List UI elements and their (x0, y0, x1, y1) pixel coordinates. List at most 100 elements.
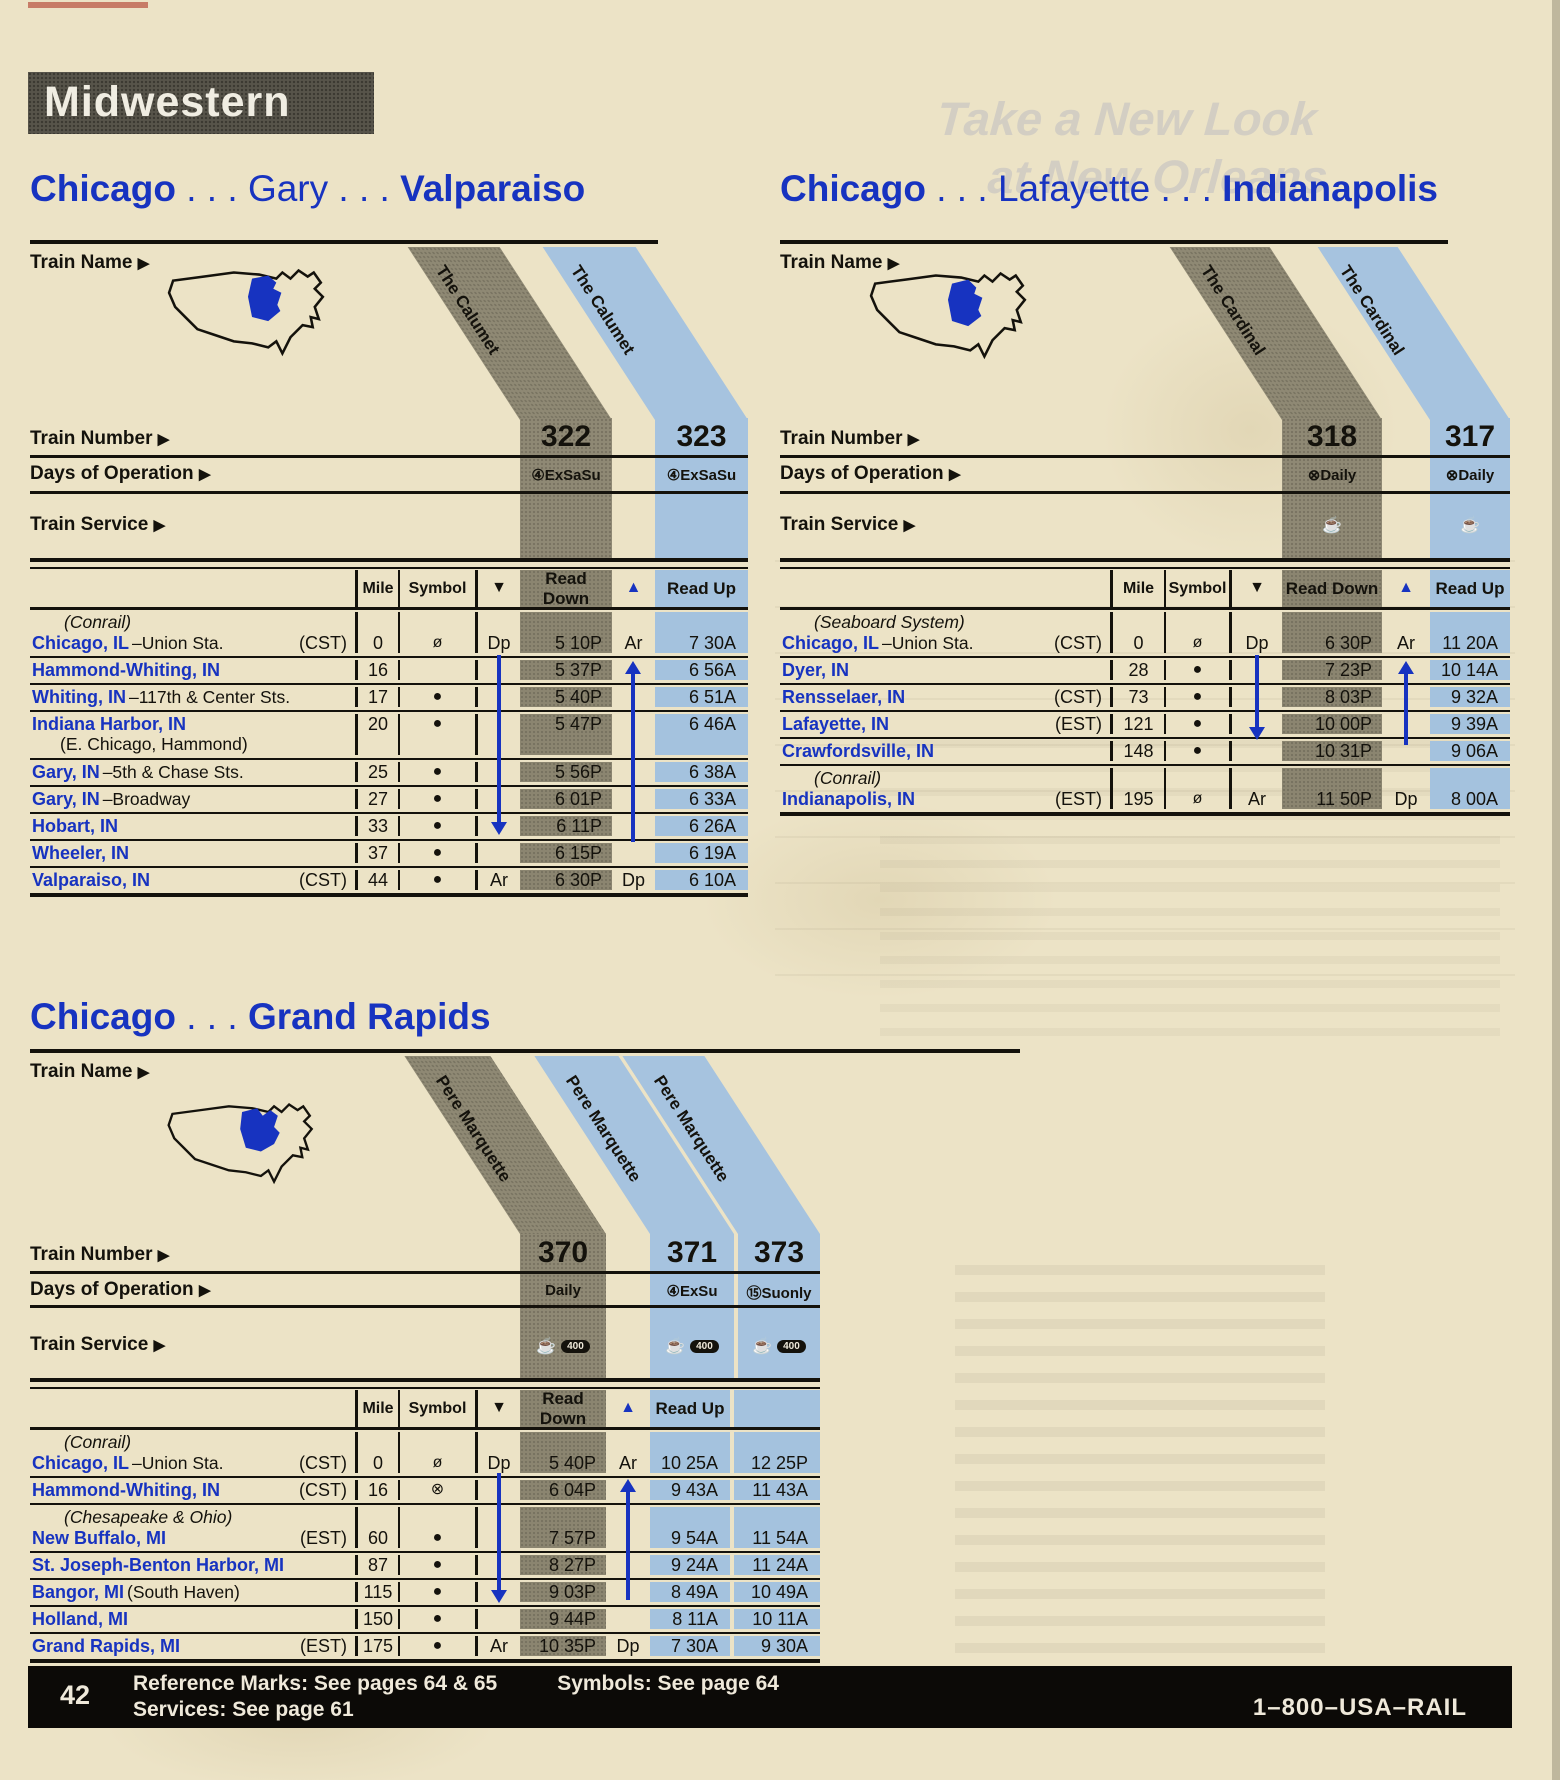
symbol-cell: ● (400, 1555, 478, 1575)
days-train-322: ④ExSaSu (531, 467, 601, 484)
timezone: (CST) (1054, 633, 1102, 653)
table-row: Whiting, IN –117th & Center Sts. 17 ● 5 … (30, 683, 748, 710)
train-name-label: Train Name ▶ (30, 1061, 150, 1082)
read-down-time: 6 15P (520, 843, 612, 863)
read-up-time: 9 54A (650, 1507, 734, 1548)
up-triangle-icon: ▲ (1398, 578, 1414, 596)
station-name: Hammond-Whiting, IN (32, 1480, 220, 1500)
mile-cell: 16 (355, 1480, 400, 1500)
read-down-time: 9 03P (520, 1582, 606, 1602)
symbol-cell: ● (400, 1636, 478, 1656)
read-down-time: 5 56P (520, 762, 612, 782)
symbol-header: Symbol (1166, 570, 1232, 607)
depart-marker-cell: Ar (490, 870, 508, 890)
train-column-band-blue (655, 418, 748, 558)
symbol-cell (400, 660, 478, 680)
read-down-header: Read Down (1282, 570, 1382, 607)
timezone: (CST) (299, 870, 347, 890)
down-triangle-icon: ▼ (491, 578, 507, 596)
route-title-indianapolis: Chicago . . . Lafayette . . . Indianapol… (780, 168, 1438, 210)
mile-cell: 16 (355, 660, 400, 680)
table-row: Valparaiso, IN (CST) 44 ● Ar 6 30P Dp 6 … (30, 866, 748, 893)
read-up-time: 9 24A (650, 1555, 734, 1575)
station-name: Gary, IN (32, 789, 100, 809)
symbol-cell: ● (1166, 741, 1232, 761)
read-down-time: 6 30P (1282, 612, 1382, 653)
train-service-label: Train Service ▶ (30, 1334, 166, 1355)
table-row: Bangor, MI (South Haven) 115 ● 9 03P 8 4… (30, 1578, 820, 1605)
read-up-time: 6 26A (655, 816, 748, 836)
mile-cell: 0 (1110, 612, 1166, 653)
up-triangle-icon: ▲ (625, 578, 642, 596)
route-direction-down-arrow (1249, 655, 1265, 740)
divider-rule (30, 455, 748, 458)
read-up-header: Read Up (1430, 570, 1510, 607)
train-number-370: 370 (537, 1236, 589, 1269)
mile-cell: 28 (1110, 660, 1166, 680)
train-number-322: 322 (540, 420, 592, 453)
read-up-time-2: 12 25P (734, 1432, 820, 1473)
station-suffix: –Union Sta. (132, 633, 224, 653)
divider-rule (30, 1305, 820, 1308)
route-map-icon (869, 271, 1027, 360)
timetable-indianapolis: Mile Symbol ▼ Read Down ▲ Read Up (Seabo… (780, 558, 1510, 816)
table-row: St. Joseph-Benton Harbor, MI 87 ● 8 27P … (30, 1551, 820, 1578)
table-row: (Seaboard System) Chicago, IL –Union Sta… (780, 610, 1510, 656)
table-row: Hammond-Whiting, IN (CST) 16 ⊗ 6 04P 9 4… (30, 1476, 820, 1503)
route-title-part: . . . (175, 168, 248, 209)
read-up-time: 10 25A (650, 1432, 734, 1473)
table-row: Hobart, IN 33 ● 6 11P 6 26A (30, 812, 748, 839)
read-down-time: 10 31P (1282, 741, 1382, 761)
mile-cell: 25 (355, 762, 400, 782)
timezone: (EST) (1055, 714, 1102, 734)
snack-service-icons: ☕ 400 (520, 1336, 606, 1356)
train-column-band-blue (1430, 418, 1510, 558)
read-down-time: 7 23P (1282, 660, 1382, 680)
read-up-time: 7 30A (650, 1636, 734, 1656)
station-suffix: –117th & Center Sts. (128, 687, 291, 707)
train-name-label: Train Name ▶ (780, 252, 900, 273)
mile-cell: 27 (355, 789, 400, 809)
route-title-part: . . . (175, 996, 248, 1037)
route-direction-up-arrow (620, 1479, 636, 1600)
region-header: Midwestern (28, 72, 374, 134)
station-name: Holland, MI (32, 1609, 128, 1629)
symbol-cell: ● (400, 816, 478, 836)
train-number-label: Train Number ▶ (780, 428, 920, 449)
read-up-header: Read Up (655, 570, 748, 607)
mile-cell: 60 (355, 1507, 400, 1548)
symbol-cell: ø (1166, 768, 1232, 809)
timezone: (CST) (299, 1480, 347, 1500)
page-number: 42 (60, 1680, 91, 1710)
snack-service-icons: ☕ 400 (738, 1336, 820, 1356)
train-number-label: Train Number ▶ (30, 428, 170, 449)
symbol-cell: ● (1166, 687, 1232, 707)
station-cell: St. Joseph-Benton Harbor, MI (30, 1555, 355, 1575)
days-train-323: ④ExSaSu (666, 467, 737, 484)
days-train-317: ⊗Daily (1445, 467, 1495, 484)
read-up-time-2: 11 24A (734, 1555, 820, 1575)
mile-cell: 121 (1110, 714, 1166, 734)
symbol-cell: ● (400, 1609, 478, 1629)
station-cell: Dyer, IN (780, 660, 1110, 680)
route-map-icon (167, 1102, 314, 1185)
table-row: Indiana Harbor, IN (E. Chicago, Hammond)… (30, 710, 748, 758)
symbol-cell: ● (400, 687, 478, 707)
symbol-cell: ● (400, 1507, 478, 1548)
timezone: (CST) (299, 633, 347, 653)
bleed-through-grid (880, 740, 1500, 1040)
station-name: Gary, IN (32, 762, 100, 782)
read-up-time: 6 46A (655, 714, 748, 755)
table-header: Mile Symbol ▼ Read Down ▲ Read Up (30, 1382, 820, 1430)
station-name: Rensselaer, IN (782, 687, 906, 707)
mile-header: Mile (355, 1390, 400, 1427)
table-header: Mile Symbol ▼ Read Down ▲ Read Up (30, 562, 748, 610)
read-up-time-2: 10 11A (734, 1609, 820, 1629)
train-column-band-gray (1282, 418, 1382, 558)
read-up-time: 6 56A (655, 660, 748, 680)
station-cell: (Conrail) Chicago, IL –Union Sta. (CST) (30, 1432, 355, 1473)
station-name: Indianapolis, IN (782, 789, 916, 809)
station-name: Bangor, MI (32, 1582, 125, 1602)
mile-cell: 17 (355, 687, 400, 707)
train-number-371: 371 (666, 1236, 718, 1269)
